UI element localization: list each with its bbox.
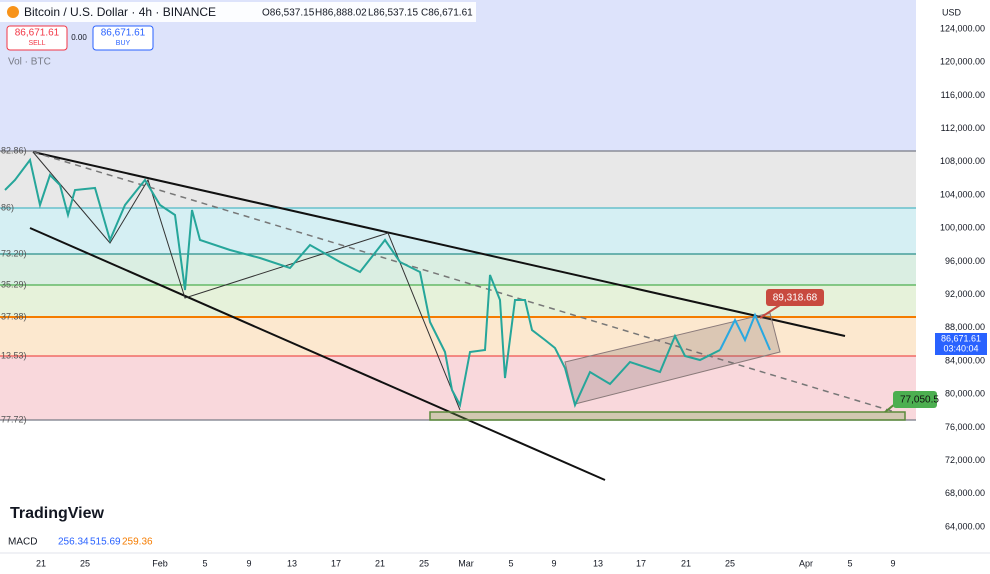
price-axis-panel — [916, 0, 990, 574]
price-label: 68,000.00 — [945, 488, 985, 498]
fib-label: 82.86) — [1, 145, 27, 155]
date-label: Apr — [799, 558, 813, 568]
support-box — [893, 391, 937, 408]
current-price-box — [935, 333, 987, 355]
current-price: 86,671.61 — [941, 333, 981, 343]
price-label: 84,000.00 — [945, 355, 985, 365]
ohlc-value: L86,537.15 — [368, 8, 418, 19]
price-label: 108,000.00 — [940, 156, 985, 166]
date-label: 9 — [890, 558, 895, 568]
date-label: 13 — [593, 558, 603, 568]
spread: 0.00 — [71, 33, 87, 42]
projection — [719, 312, 771, 351]
price-label: 120,000.00 — [940, 57, 985, 67]
sell-price: 86,671.61 — [15, 28, 60, 39]
price-label: 92,000.00 — [945, 289, 985, 299]
price-label: 100,000.00 — [940, 223, 985, 233]
date-label: 5 — [508, 558, 513, 568]
price-label: 72,000.00 — [945, 455, 985, 465]
trend-line — [32, 151, 846, 337]
countdown: 03:40:04 — [943, 343, 978, 353]
macd-label: MACD — [8, 537, 37, 548]
date-label: 25 — [725, 558, 735, 568]
currency: USD — [942, 7, 962, 17]
buy-price: 86,671.61 — [101, 28, 146, 39]
date-label: 25 — [419, 558, 429, 568]
date-label: 21 — [681, 558, 691, 568]
ohlc-value: O86,537.15 — [262, 8, 315, 19]
fib-label: 35.29) — [1, 279, 27, 289]
ohlc-value: H86,888.02 — [315, 8, 367, 19]
support-label: 77,050.5 — [900, 395, 939, 406]
ohlc-value: C86,671.61 — [421, 8, 473, 19]
macd-value: 515.69 — [90, 537, 121, 548]
fib-label: 13.53) — [1, 350, 27, 360]
price-label: 80,000.00 — [945, 389, 985, 399]
price-label: 112,000.00 — [941, 123, 985, 133]
price-label: 88,000.00 — [945, 322, 985, 332]
band — [0, 285, 916, 317]
arrow — [759, 304, 781, 319]
branding: TradingView — [10, 505, 105, 522]
dashed-line — [32, 151, 896, 413]
price-path — [4, 157, 721, 408]
volume-label: Vol · BTC — [8, 57, 51, 68]
fib-label: 37.38) — [1, 311, 27, 321]
target-box — [766, 289, 824, 306]
fib-label: 86) — [1, 202, 14, 212]
macd-value: 259.36 — [122, 537, 153, 548]
buy-label: BUY — [116, 40, 131, 47]
date-label: 21 — [36, 558, 46, 568]
date-label: 13 — [287, 558, 297, 568]
date-label: Mar — [458, 558, 474, 568]
price-label: 76,000.00 — [945, 422, 985, 432]
target-label: 89,318.68 — [773, 293, 818, 304]
date-label: 17 — [331, 558, 341, 568]
sell-button[interactable] — [6, 25, 68, 51]
header-bg — [0, 2, 476, 22]
price-label: 64,000.00 — [945, 521, 985, 531]
date-label: 5 — [847, 558, 852, 568]
band — [0, 356, 916, 420]
buy-button[interactable] — [92, 25, 154, 51]
date-label: 21 — [375, 558, 385, 568]
date-label: 25 — [80, 558, 90, 568]
btc-icon — [7, 6, 19, 18]
band — [0, 0, 916, 151]
date-label: 17 — [636, 558, 646, 568]
bottom-panel — [0, 530, 916, 574]
symbol-title[interactable]: Bitcoin / U.S. Dollar · 4h · BINANCE — [24, 5, 216, 19]
price-label: 124,000.00 — [940, 23, 985, 33]
date-label: 5 — [202, 558, 207, 568]
fib-label: 77.72) — [1, 414, 27, 424]
price-label: 104,000.00 — [940, 189, 985, 199]
fib-label: 73.20) — [1, 248, 27, 258]
macd-value: 256.34 — [58, 537, 89, 548]
band — [0, 208, 916, 254]
date-label: 9 — [551, 558, 556, 568]
price-label: 96,000.00 — [945, 256, 985, 266]
sell-label: SELL — [28, 40, 45, 47]
trend-line — [29, 227, 606, 481]
date-label: Feb — [152, 558, 168, 568]
date-label: 9 — [246, 558, 251, 568]
band — [0, 151, 916, 208]
support-zone — [429, 411, 906, 421]
price-label: 116,000.00 — [941, 90, 985, 100]
